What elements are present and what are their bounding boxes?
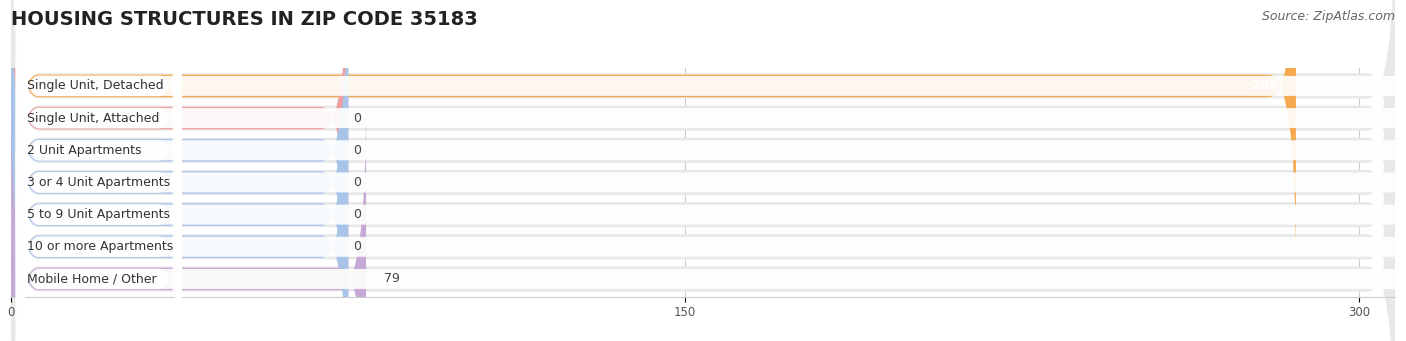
FancyBboxPatch shape	[18, 31, 1406, 333]
Text: Source: ZipAtlas.com: Source: ZipAtlas.com	[1261, 10, 1395, 23]
FancyBboxPatch shape	[11, 99, 1395, 341]
Text: 2 Unit Apartments: 2 Unit Apartments	[27, 144, 142, 157]
FancyBboxPatch shape	[11, 2, 1395, 341]
Text: 0: 0	[353, 112, 360, 124]
Text: Mobile Home / Other: Mobile Home / Other	[27, 272, 156, 285]
FancyBboxPatch shape	[15, 64, 181, 341]
FancyBboxPatch shape	[11, 0, 1395, 299]
Text: 3 or 4 Unit Apartments: 3 or 4 Unit Apartments	[27, 176, 170, 189]
Text: 0: 0	[353, 208, 360, 221]
FancyBboxPatch shape	[11, 65, 349, 341]
FancyBboxPatch shape	[18, 0, 1406, 237]
FancyBboxPatch shape	[15, 0, 181, 237]
FancyBboxPatch shape	[11, 34, 1395, 341]
FancyBboxPatch shape	[15, 96, 181, 341]
FancyBboxPatch shape	[18, 64, 1406, 341]
FancyBboxPatch shape	[18, 96, 1406, 341]
FancyBboxPatch shape	[11, 33, 349, 341]
FancyBboxPatch shape	[11, 0, 349, 332]
FancyBboxPatch shape	[11, 97, 366, 341]
FancyBboxPatch shape	[15, 32, 181, 333]
Text: 0: 0	[353, 240, 360, 253]
Text: 79: 79	[384, 272, 399, 285]
Text: 10 or more Apartments: 10 or more Apartments	[27, 240, 173, 253]
FancyBboxPatch shape	[11, 66, 1395, 341]
Text: 5 to 9 Unit Apartments: 5 to 9 Unit Apartments	[27, 208, 170, 221]
FancyBboxPatch shape	[18, 0, 1406, 301]
Text: HOUSING STRUCTURES IN ZIP CODE 35183: HOUSING STRUCTURES IN ZIP CODE 35183	[11, 10, 478, 29]
FancyBboxPatch shape	[15, 0, 181, 269]
FancyBboxPatch shape	[18, 128, 1406, 341]
Text: Single Unit, Detached: Single Unit, Detached	[27, 79, 163, 92]
FancyBboxPatch shape	[11, 0, 1395, 266]
FancyBboxPatch shape	[11, 0, 1395, 331]
FancyBboxPatch shape	[18, 0, 1406, 269]
FancyBboxPatch shape	[11, 1, 349, 341]
Text: 0: 0	[353, 176, 360, 189]
FancyBboxPatch shape	[15, 0, 181, 301]
Text: 286: 286	[1251, 79, 1278, 92]
FancyBboxPatch shape	[11, 0, 1296, 268]
Text: 0: 0	[353, 144, 360, 157]
FancyBboxPatch shape	[11, 0, 349, 300]
FancyBboxPatch shape	[15, 128, 181, 341]
Text: Single Unit, Attached: Single Unit, Attached	[27, 112, 159, 124]
